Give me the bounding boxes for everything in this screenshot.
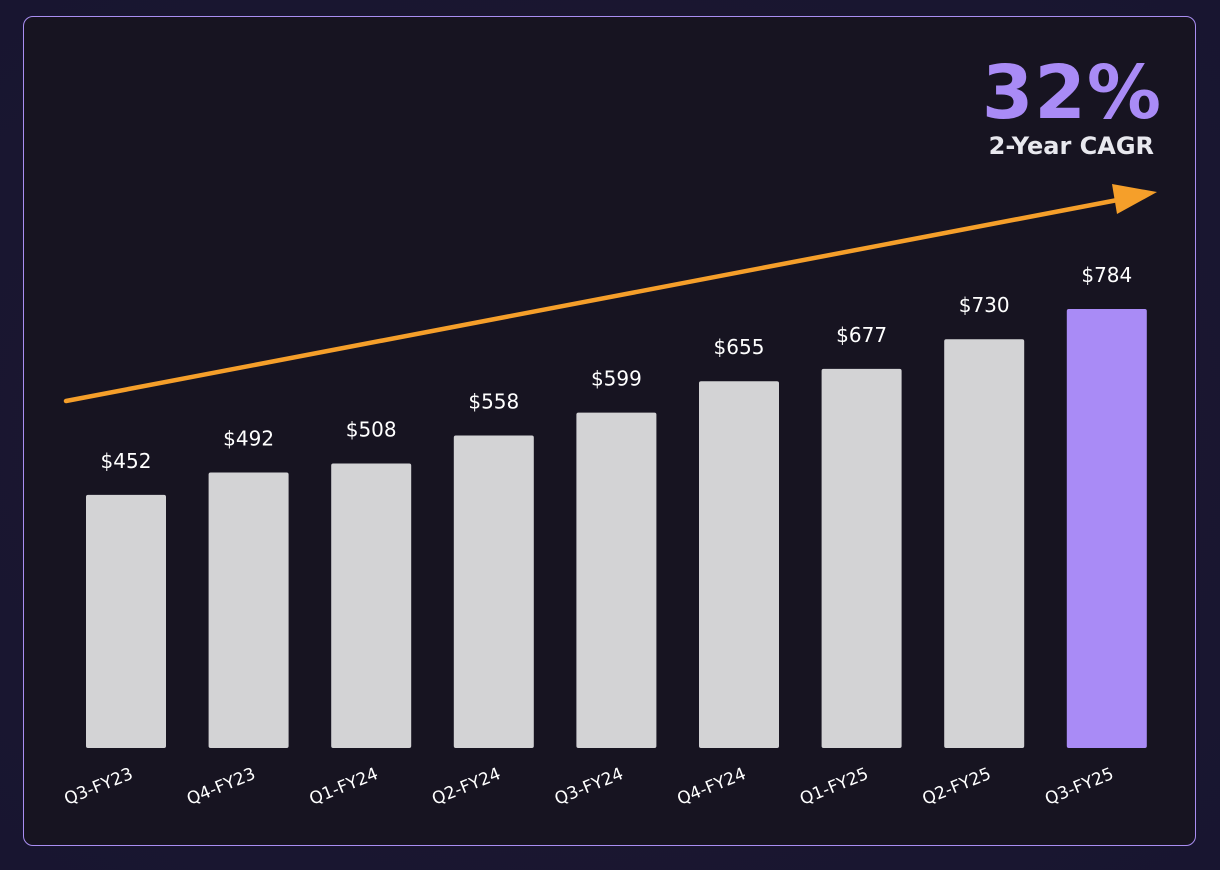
trend-arrow-head-icon: [1112, 184, 1157, 214]
bar-value-label: $599: [591, 367, 642, 391]
bar-value-label: $558: [468, 390, 519, 414]
trend-arrow-line: [63, 195, 1131, 404]
bar: [699, 381, 779, 748]
x-tick-label: Q3-FY25: [1042, 764, 1116, 810]
bar: [86, 494, 166, 748]
bar: [821, 368, 902, 748]
x-tick-label: Q3-FY24: [552, 764, 626, 810]
bar-value-label: $452: [101, 449, 152, 473]
bar: [208, 472, 289, 748]
x-tick-label: Q2-FY25: [920, 764, 994, 810]
bar: [331, 463, 412, 748]
x-tick-label: Q4-FY24: [674, 764, 748, 810]
bar: [944, 339, 1025, 748]
bar-value-label: $492: [223, 427, 274, 451]
x-tick-label: Q2-FY24: [429, 764, 503, 810]
bar: [453, 435, 534, 748]
bar-value-label: $677: [836, 323, 887, 347]
bar-value-label: $784: [1081, 263, 1132, 287]
bar-value-label: $655: [714, 335, 765, 359]
x-tick-label: Q3-FY23: [61, 764, 135, 810]
bar: [1066, 309, 1147, 748]
bar: [576, 412, 657, 748]
x-tick-label: Q1-FY24: [307, 764, 381, 810]
bar-value-label: $508: [346, 418, 397, 442]
kpi-block: 32% 2-Year CAGR: [982, 56, 1162, 160]
x-tick-label: Q1-FY25: [797, 764, 871, 810]
kpi-label: 2-Year CAGR: [988, 132, 1154, 160]
kpi-value: 32%: [981, 50, 1162, 136]
x-tick-label: Q4-FY23: [184, 764, 258, 810]
bar-value-label: $730: [959, 293, 1010, 317]
